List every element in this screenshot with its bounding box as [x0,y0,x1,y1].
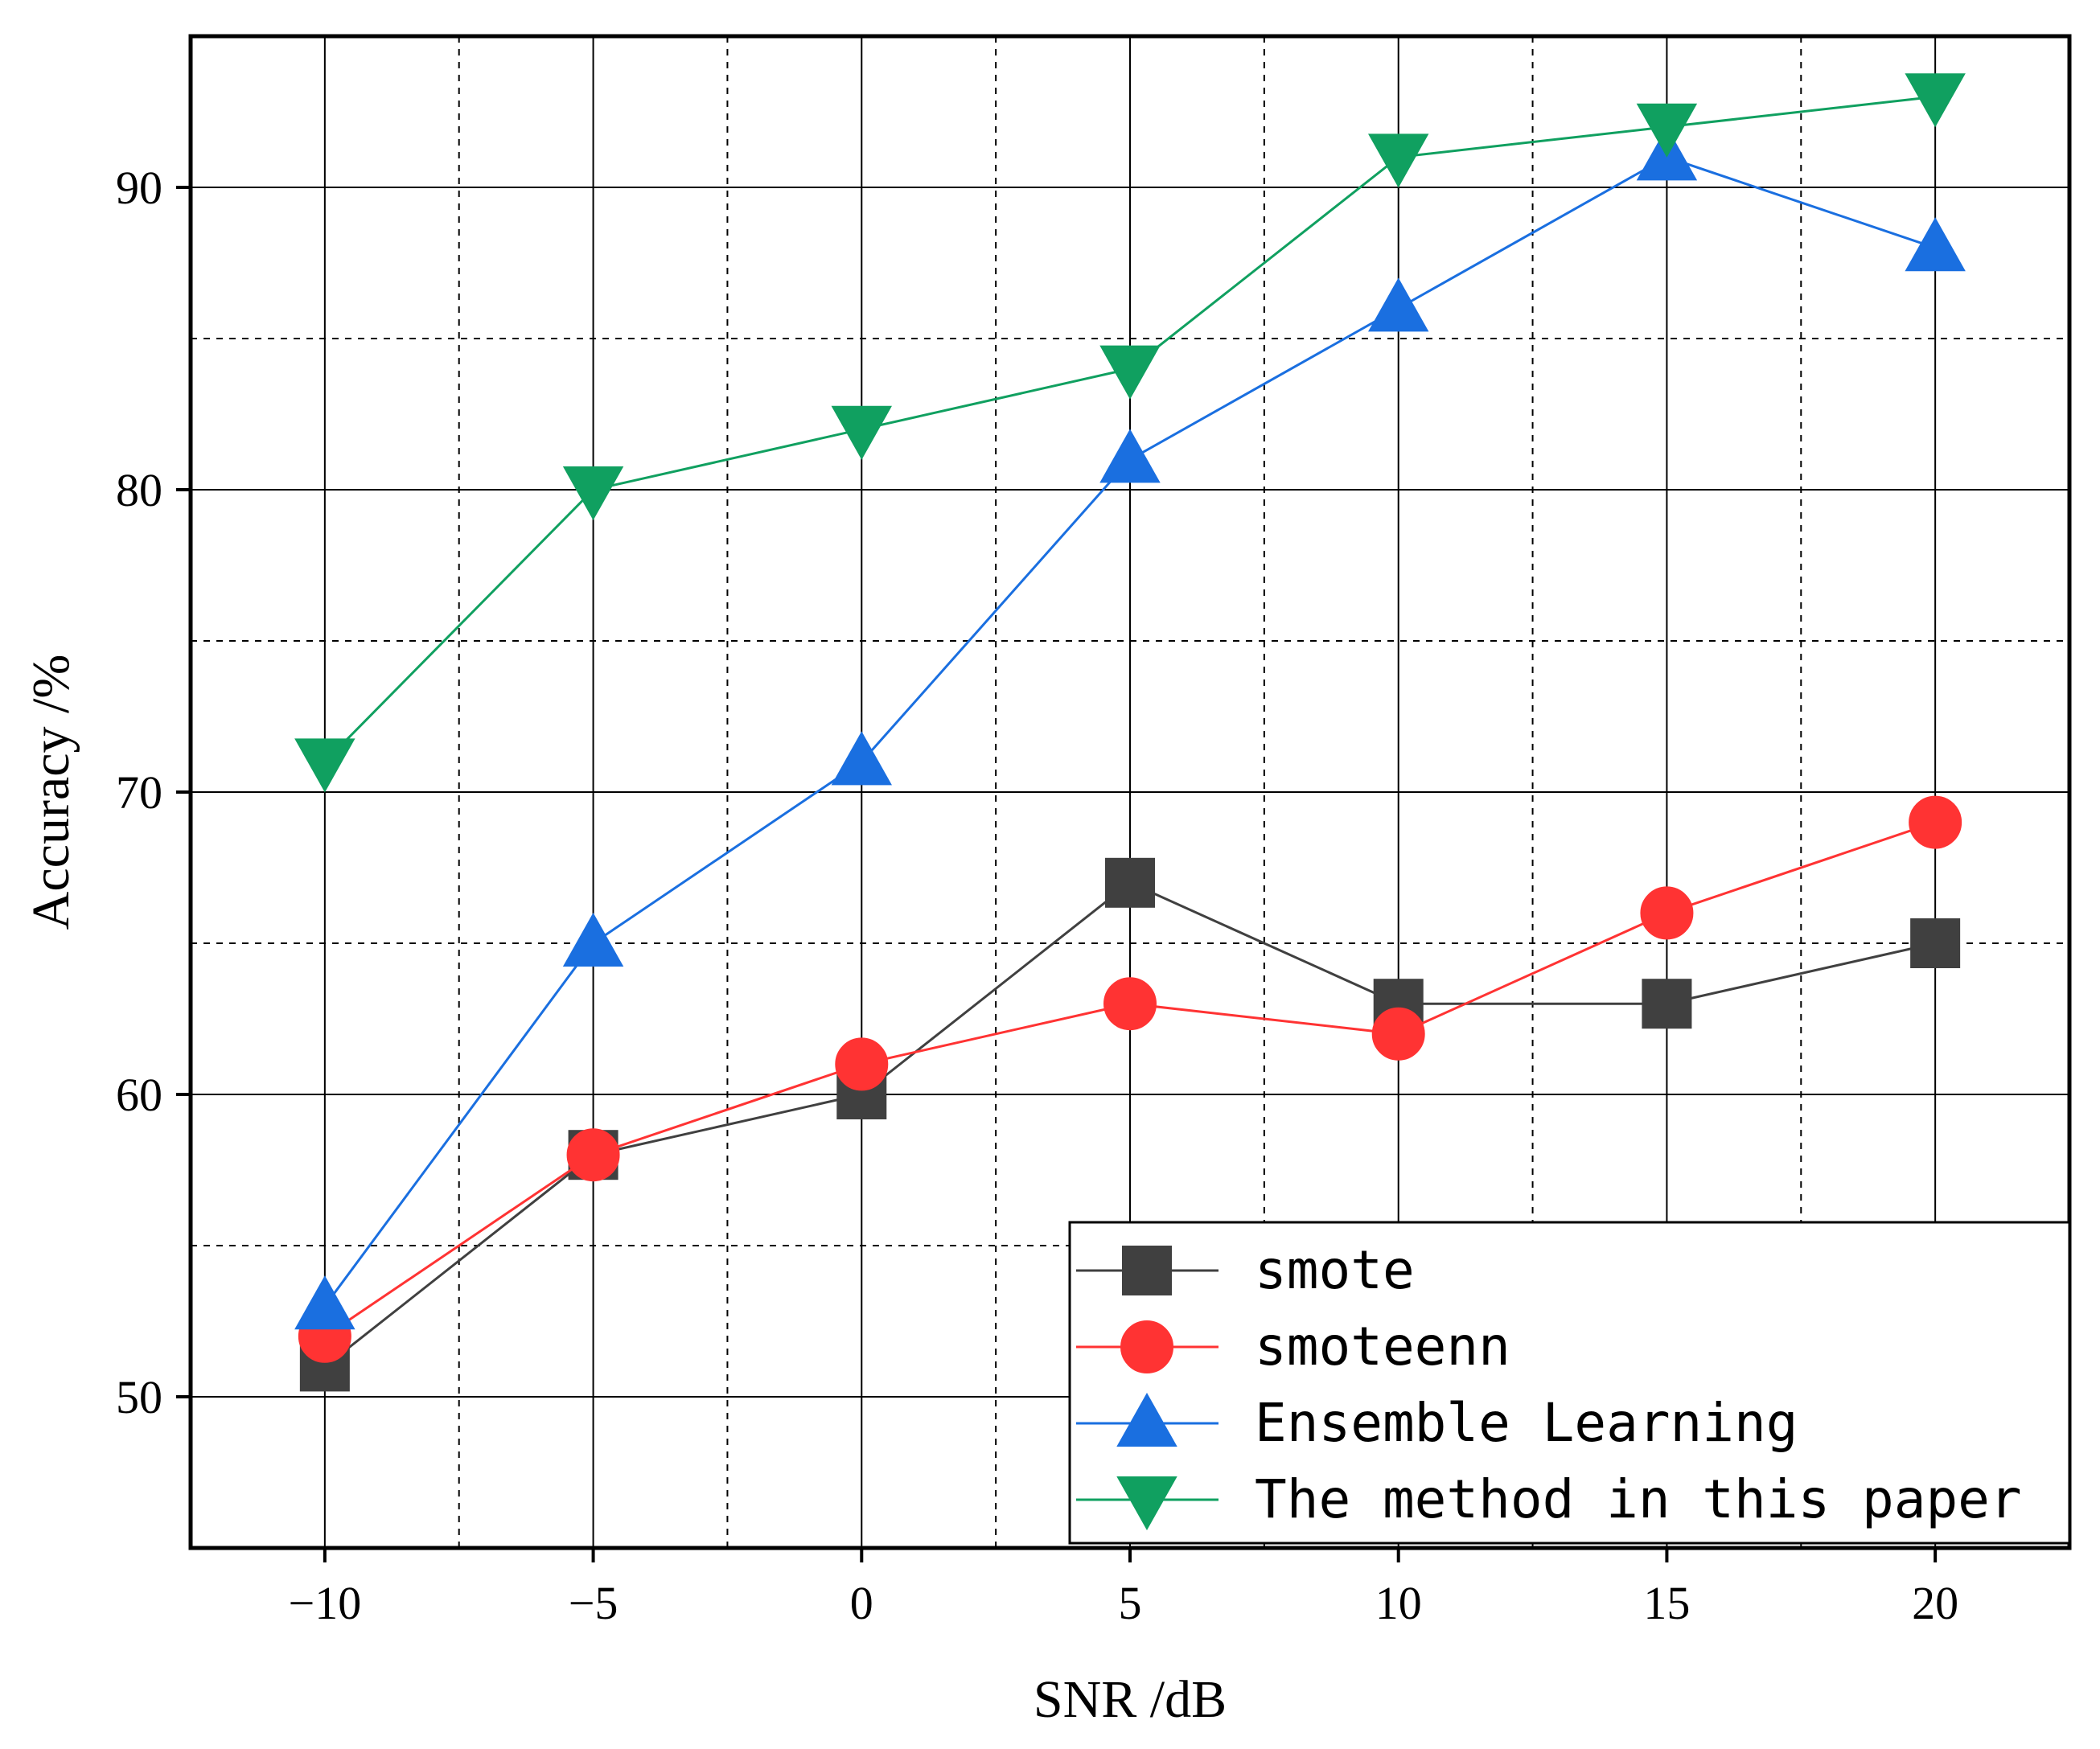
data-point [1103,977,1157,1031]
y-tick-label: 60 [116,1069,162,1121]
data-point [1910,918,1961,968]
data-point [566,1128,620,1182]
data-point [1368,277,1429,332]
x-tick-label: −5 [569,1577,618,1629]
legend-marker [1116,1392,1177,1447]
legend-label: smoteenn [1255,1316,1510,1377]
data-point [1099,345,1161,400]
series-the-method-in-this-paper [294,73,1966,793]
data-point [294,738,355,793]
x-tick-label: −10 [288,1577,361,1629]
data-point [835,1037,889,1091]
data-point [1905,217,1966,272]
data-point [1105,857,1155,908]
x-tick-label: 10 [1375,1577,1422,1629]
legend-label: The method in this paper [1255,1468,2022,1530]
y-tick-label: 80 [116,464,162,516]
legend-marker [1122,1246,1172,1295]
data-point [831,405,892,460]
legend: smote smoteenn Ensemble Learning The method… [1068,1221,2071,1545]
x-tick-label: 15 [1643,1577,1690,1629]
data-point [294,1275,355,1330]
legend-marker [1116,1476,1177,1531]
data-point [1636,103,1698,158]
data-point [1642,979,1692,1029]
data-point [1099,429,1161,483]
x-tick-label: 20 [1912,1577,1958,1629]
legend-box [1068,1221,2071,1545]
data-point [1640,886,1694,940]
x-axis-title: SNR /dB [1034,1670,1227,1729]
data-point [1371,1007,1425,1061]
data-point [1909,795,1962,849]
y-tick-label: 70 [116,766,162,819]
data-point [831,731,892,786]
axis-ticks: −10 −5 0 5 10 15 20 50 60 70 80 90 [116,162,1958,1629]
legend-label: smote [1255,1239,1415,1301]
data-point [562,912,624,967]
x-tick-label: 0 [850,1577,873,1629]
data-point [1905,73,1966,128]
x-tick-label: 5 [1119,1577,1142,1629]
y-tick-label: 90 [116,162,162,214]
legend-marker [1120,1320,1173,1373]
y-axis-title: Accuracy /% [22,655,80,930]
legend-label: Ensemble Learning [1255,1392,1798,1454]
data-point [562,466,624,521]
y-tick-label: 50 [116,1371,162,1423]
data-point [1368,133,1429,188]
series-group [294,73,1966,1392]
